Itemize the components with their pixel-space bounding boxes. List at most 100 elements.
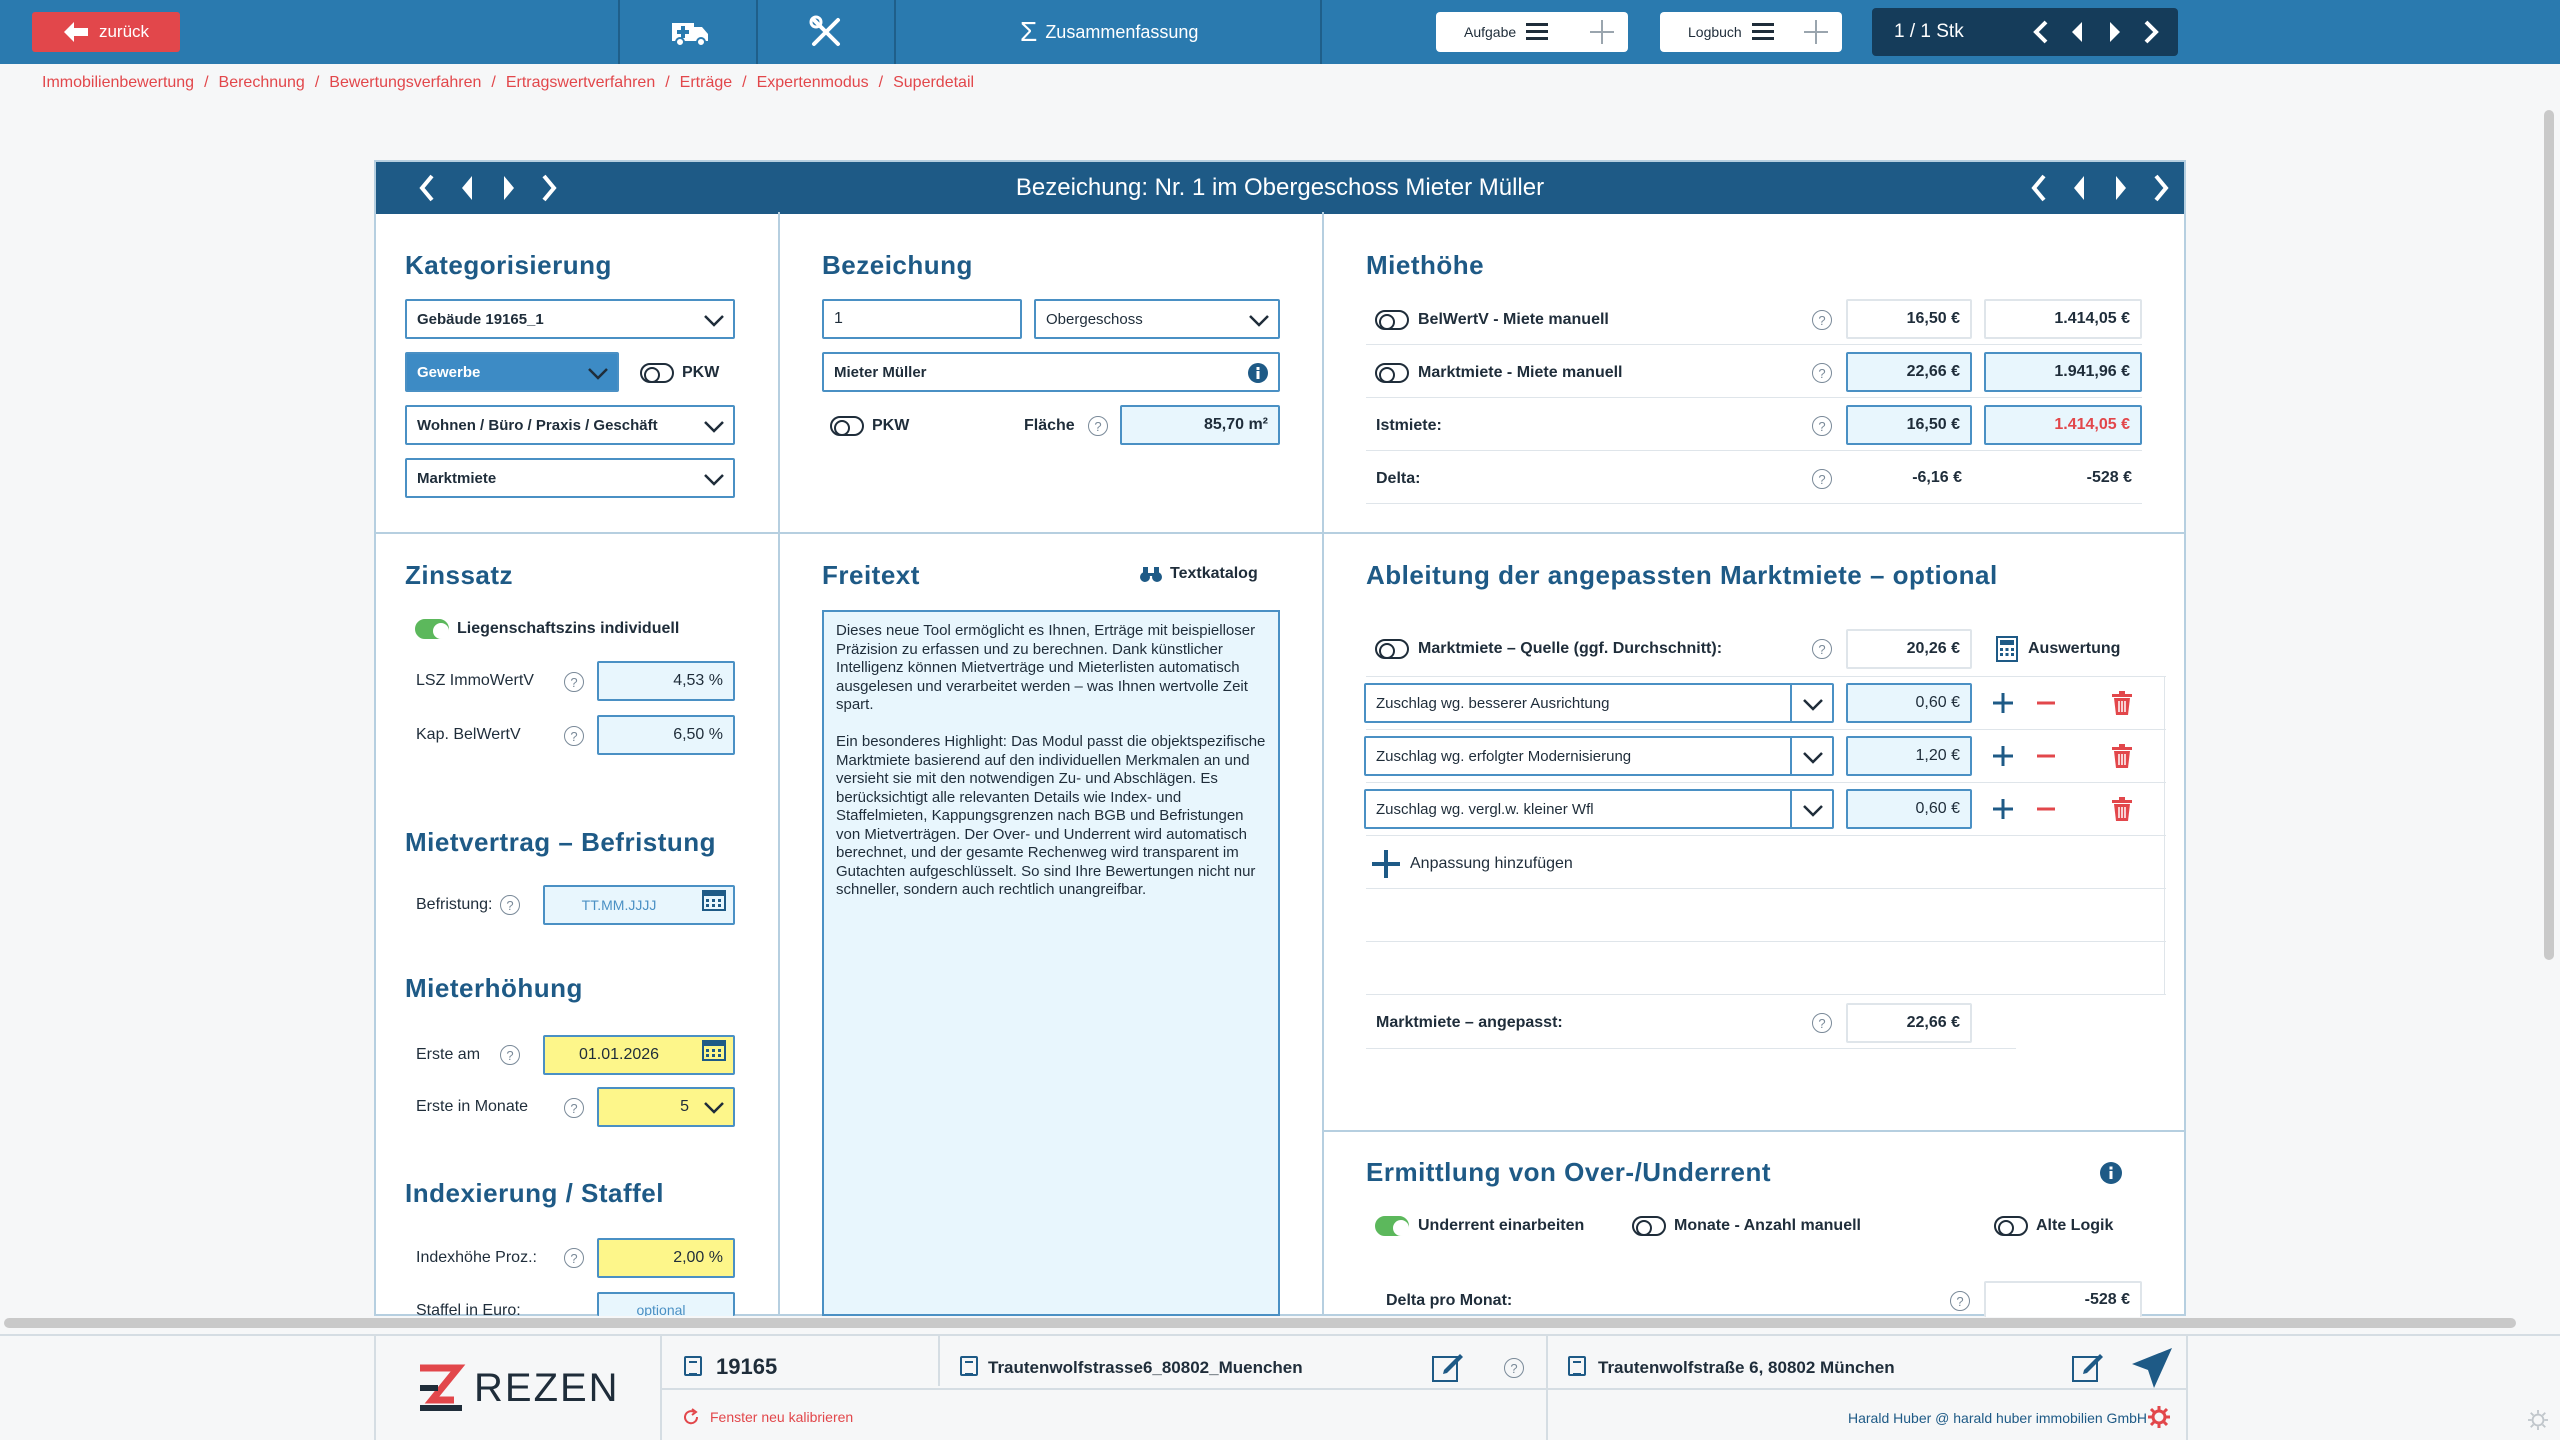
- vertical-scrollbar[interactable]: [2544, 110, 2554, 960]
- erste-monate-select[interactable]: 5: [597, 1087, 735, 1127]
- summary-button[interactable]: Σ Zusammenfassung: [1020, 16, 1198, 48]
- belwertv-rent-total[interactable]: 1.414,05 €: [1984, 299, 2142, 339]
- chevron-double-right-icon[interactable]: [2132, 16, 2168, 48]
- chevron-double-right-icon[interactable]: [530, 170, 566, 206]
- breadcrumb-item[interactable]: Bewertungsverfahren: [329, 74, 482, 91]
- help-icon[interactable]: ?: [500, 1045, 520, 1065]
- tools-icon[interactable]: [804, 14, 848, 50]
- tenant-input[interactable]: Mieter Müller: [822, 352, 1280, 392]
- adjustment-amount[interactable]: 1,20 €: [1846, 736, 1972, 776]
- pkw-toggle[interactable]: [640, 363, 674, 383]
- chevron-double-left-icon[interactable]: [410, 170, 446, 206]
- help-icon[interactable]: ?: [1812, 469, 1832, 489]
- info-icon[interactable]: [2100, 1162, 2122, 1184]
- gear-icon[interactable]: [2148, 1406, 2170, 1428]
- back-button[interactable]: zurück: [32, 12, 180, 52]
- help-icon[interactable]: ?: [1088, 416, 1108, 436]
- calendar-icon[interactable]: [702, 889, 726, 911]
- breadcrumb-item[interactable]: Superdetail: [893, 74, 975, 91]
- chevron-right-icon[interactable]: [2096, 16, 2132, 48]
- edit-icon[interactable]: [2072, 1352, 2104, 1382]
- minus-icon[interactable]: [2037, 746, 2055, 766]
- plus-icon[interactable]: [1993, 693, 2013, 713]
- chevron-left-icon[interactable]: [2060, 16, 2096, 48]
- breadcrumb-item[interactable]: Berechnung: [218, 74, 305, 91]
- belwertv-toggle[interactable]: [1375, 310, 1409, 330]
- old-logic-toggle[interactable]: [1994, 1216, 2028, 1236]
- kap-input[interactable]: 6,50 %: [597, 715, 735, 755]
- calendar-icon[interactable]: [702, 1039, 726, 1061]
- help-icon[interactable]: ?: [1812, 639, 1832, 659]
- trash-icon[interactable]: [2112, 691, 2132, 715]
- logbook-button[interactable]: Logbuch: [1660, 12, 1842, 52]
- adjustment-amount[interactable]: 0,60 €: [1846, 683, 1972, 723]
- help-icon[interactable]: ?: [1950, 1291, 1970, 1311]
- marktmiete-toggle[interactable]: [1375, 363, 1409, 383]
- plus-icon[interactable]: [1993, 746, 2013, 766]
- marktmiete-rent-sqm[interactable]: 22,66 €: [1846, 352, 1972, 392]
- freitext-textarea[interactable]: Dieses neue Tool ermöglicht es Ihnen, Er…: [822, 610, 1280, 1316]
- help-icon[interactable]: ?: [1812, 310, 1832, 330]
- help-icon[interactable]: ?: [564, 1248, 584, 1268]
- chevron-left-icon[interactable]: [450, 170, 486, 206]
- quelle-toggle[interactable]: [1375, 639, 1409, 659]
- breadcrumb-item[interactable]: Ertragswertverfahren: [505, 74, 656, 91]
- help-icon[interactable]: ?: [564, 672, 584, 692]
- task-button[interactable]: Aufgabe: [1436, 12, 1628, 52]
- belwertv-rent-sqm[interactable]: 16,50 €: [1846, 299, 1972, 339]
- recalibrate-link[interactable]: Fenster neu kalibrieren: [710, 1409, 854, 1425]
- chevron-right-icon[interactable]: [490, 170, 526, 206]
- chevron-double-left-icon[interactable]: [2024, 16, 2060, 48]
- breadcrumb-item[interactable]: Immobilienbewertung: [42, 74, 195, 91]
- adjustment-select[interactable]: Zuschlag wg. besserer Ausrichtung: [1364, 683, 1834, 723]
- plus-icon[interactable]: [1590, 20, 1614, 44]
- quelle-value[interactable]: 20,26 €: [1846, 629, 1972, 669]
- send-icon[interactable]: [2130, 1346, 2174, 1390]
- help-icon[interactable]: ?: [564, 1098, 584, 1118]
- ambulance-icon[interactable]: [668, 14, 712, 50]
- lsz-input[interactable]: 4,53 %: [597, 661, 735, 701]
- horizontal-scrollbar[interactable]: [4, 1318, 2516, 1328]
- auswertung-button[interactable]: Auswertung: [1996, 636, 2120, 662]
- plus-icon[interactable]: [1993, 799, 2013, 819]
- trash-icon[interactable]: [2112, 797, 2132, 821]
- building-select[interactable]: Gebäude 19165_1: [405, 299, 735, 339]
- add-adjustment-button[interactable]: Anpassung hinzufügen: [1372, 850, 1573, 878]
- usage-select[interactable]: Wohnen / Büro / Praxis / Geschäft: [405, 405, 735, 445]
- help-icon[interactable]: ?: [1812, 1013, 1832, 1033]
- index-input[interactable]: 2,00 %: [597, 1238, 735, 1278]
- staffel-input[interactable]: optional: [597, 1292, 735, 1316]
- edit-icon[interactable]: [1432, 1352, 1464, 1382]
- zins-individual-toggle[interactable]: [415, 619, 449, 639]
- info-icon[interactable]: [1248, 363, 1268, 383]
- type-select[interactable]: Gewerbe: [405, 352, 619, 392]
- istmiete-sqm[interactable]: 16,50 €: [1846, 405, 1972, 445]
- minus-icon[interactable]: [2037, 799, 2055, 819]
- area-input[interactable]: 85,70 m²: [1120, 405, 1280, 445]
- adjustment-amount[interactable]: 0,60 €: [1846, 789, 1972, 829]
- pkw-toggle[interactable]: [830, 416, 864, 436]
- textkatalog-button[interactable]: Textkatalog: [1140, 565, 1258, 583]
- trash-icon[interactable]: [2112, 744, 2132, 768]
- help-icon[interactable]: ?: [1812, 416, 1832, 436]
- gear-icon[interactable]: [2528, 1410, 2548, 1430]
- chevron-double-left-icon[interactable]: [2022, 170, 2058, 206]
- chevron-left-icon[interactable]: [2062, 170, 2098, 206]
- help-icon[interactable]: ?: [1812, 363, 1832, 383]
- underrent-toggle[interactable]: [1375, 1216, 1409, 1236]
- chevron-double-right-icon[interactable]: [2142, 170, 2178, 206]
- floor-select[interactable]: Obergeschoss: [1034, 299, 1280, 339]
- refresh-icon[interactable]: [682, 1408, 700, 1426]
- help-icon[interactable]: ?: [564, 726, 584, 746]
- minus-icon[interactable]: [2037, 693, 2055, 713]
- istmiete-total[interactable]: 1.414,05 €: [1984, 405, 2142, 445]
- plus-icon[interactable]: [1804, 20, 1828, 44]
- breadcrumb-item[interactable]: Erträge: [679, 74, 733, 91]
- rent-type-select[interactable]: Marktmiete: [405, 458, 735, 498]
- months-manual-toggle[interactable]: [1632, 1216, 1666, 1236]
- help-icon[interactable]: ?: [1504, 1358, 1524, 1378]
- adjustment-select[interactable]: Zuschlag wg. vergl.w. kleiner Wfl: [1364, 789, 1834, 829]
- adjustment-select[interactable]: Zuschlag wg. erfolgter Modernisierung: [1364, 736, 1834, 776]
- breadcrumb-item[interactable]: Expertenmodus: [756, 74, 869, 91]
- number-input[interactable]: 1: [822, 299, 1022, 339]
